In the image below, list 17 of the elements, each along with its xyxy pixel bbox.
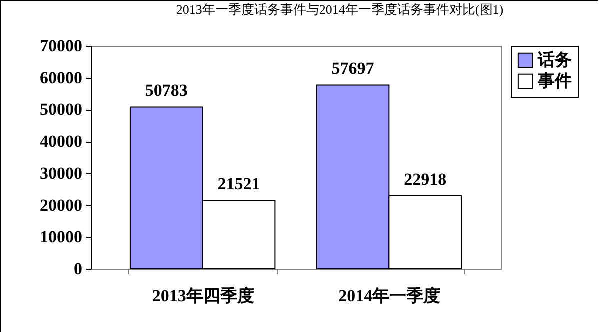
- legend-label: 事件: [537, 72, 572, 90]
- legend-label: 话务: [537, 50, 572, 70]
- data-label: 57697: [332, 59, 375, 78]
- y-tick-label: 30000: [40, 164, 82, 183]
- data-label: 22918: [404, 170, 447, 189]
- y-tick-label: 70000: [40, 36, 82, 56]
- y-tick-label: 0: [74, 260, 82, 278]
- y-tick-label: 40000: [40, 132, 82, 152]
- data-label: 50783: [145, 81, 188, 100]
- data-label: 21521: [218, 174, 260, 194]
- x-tick-label: 2014年一季度: [338, 286, 441, 306]
- y-tick-label: 50000: [40, 100, 82, 120]
- y-tick-label: 10000: [40, 228, 82, 247]
- y-tick-label: 60000: [40, 68, 82, 88]
- chart-title: 2013年一季度话务事件与2014年一季度话务事件对比(图1): [176, 2, 504, 17]
- x-tick-label: 2013年四季度: [152, 286, 254, 306]
- y-tick-label: 20000: [40, 196, 82, 215]
